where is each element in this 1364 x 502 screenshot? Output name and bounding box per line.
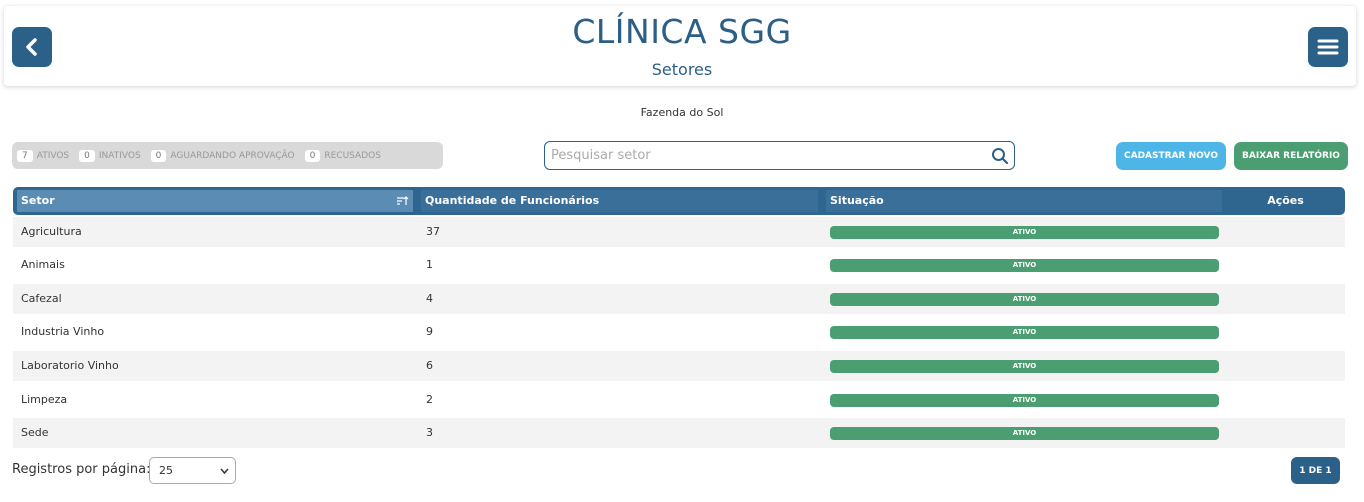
table-header: Setor Quantidade de Funcionários Situaçã… <box>13 187 1345 215</box>
subtitle: Setores <box>651 60 713 79</box>
cell-count: 9 <box>426 325 433 339</box>
column-header: Situação <box>826 190 1222 212</box>
cell-count: 1 <box>426 258 433 272</box>
cell-count: 3 <box>426 426 433 440</box>
menu-icon <box>1317 39 1339 55</box>
select-arrow <box>220 468 229 474</box>
status-filter[interactable]: 0 AGUARDANDO APROVAÇÃO <box>150 149 295 162</box>
cell-count: 37 <box>426 224 440 238</box>
cell-count: 6 <box>426 358 433 372</box>
cell-sector: Limpeza <box>21 392 68 406</box>
status-badge: ATIVO <box>830 225 1219 239</box>
search-box[interactable]: Pesquisar setor <box>544 141 1015 170</box>
status-badge: ATIVO <box>830 359 1219 373</box>
header-card <box>4 6 1356 86</box>
table-row: Laboratorio Vinho 6 ATIVO <box>13 350 1345 381</box>
status-filter[interactable]: 0 INATIVOS <box>79 149 141 162</box>
cell-sector: Sede <box>21 426 49 440</box>
search-icon <box>992 148 1009 165</box>
column-header: Quantidade de Funcionários <box>421 190 818 212</box>
per-page-select[interactable]: 25 <box>149 457 236 484</box>
cell-sector: Industria Vinho <box>21 325 105 339</box>
column-header: Ações <box>1267 194 1304 207</box>
status-filters: 7 ATIVOS 0 INATIVOS 0 AGUARDANDO APROVAÇÃO 0 RE… <box>12 142 443 169</box>
table-row: Cafezal 4 ATIVO <box>13 283 1345 314</box>
status-badge: ATIVO <box>830 292 1219 306</box>
back-icon <box>26 38 37 56</box>
new-button[interactable]: CADASTRAR NOVO <box>1116 142 1226 170</box>
table-row: Agricultura 37 ATIVO <box>13 216 1345 247</box>
status-badge: ATIVO <box>830 427 1219 441</box>
menu-button[interactable] <box>1308 27 1348 67</box>
status-filter[interactable]: 7 ATIVOS <box>17 149 70 162</box>
table-row: Limpeza 2 ATIVO <box>13 384 1345 415</box>
per-page-label: Registros por página: <box>12 462 151 477</box>
column-header[interactable]: Setor <box>17 190 413 212</box>
cell-count: 2 <box>426 392 433 406</box>
table-row: Sede 3 ATIVO <box>13 418 1345 449</box>
cell-sector: Cafezal <box>21 291 62 305</box>
table-row: Animais 1 ATIVO <box>13 250 1345 281</box>
cell-sector: Animais <box>21 258 65 272</box>
status-count: 7 <box>17 149 33 162</box>
status-badge: ATIVO <box>830 259 1219 273</box>
status-count: 0 <box>79 149 95 162</box>
status-label: INATIVOS <box>98 150 141 161</box>
sort-icon[interactable] <box>397 196 409 206</box>
table-row: Industria Vinho 9 ATIVO <box>13 317 1345 348</box>
status-label: ATIVOS <box>36 150 70 161</box>
pagination[interactable]: 1 DE 1 <box>1291 457 1340 484</box>
status-label: RECUSADOS <box>324 150 381 161</box>
per-page-value: 25 <box>159 464 173 477</box>
search-placeholder: Pesquisar setor <box>551 148 651 163</box>
cell-sector: Laboratorio Vinho <box>21 358 119 372</box>
status-badge: ATIVO <box>830 326 1219 340</box>
report-button[interactable]: BAIXAR RELATÓRIO <box>1234 142 1348 170</box>
title: CLÍNICA SGG <box>572 12 792 51</box>
company: Fazenda do Sol <box>640 106 724 119</box>
cell-sector: Agricultura <box>21 224 82 238</box>
back-button[interactable] <box>12 27 52 67</box>
status-count: 0 <box>304 149 321 162</box>
status-filter[interactable]: 0 RECUSADOS <box>304 149 381 162</box>
status-badge: ATIVO <box>830 393 1219 407</box>
status-label: AGUARDANDO APROVAÇÃO <box>170 150 295 161</box>
status-count: 0 <box>150 149 167 162</box>
cell-count: 4 <box>426 291 433 305</box>
